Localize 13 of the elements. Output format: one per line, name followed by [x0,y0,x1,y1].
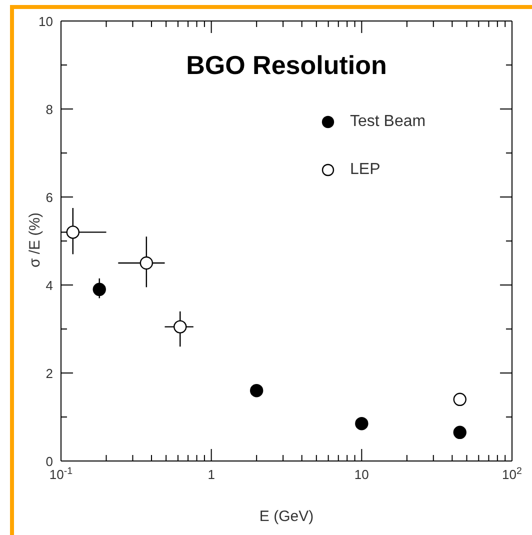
y-axis-title: σ /E (%) [26,212,44,268]
text: BGO Resolution [185,50,388,81]
x-tick-label: 1 [208,467,215,482]
y-tick-label: 8 [46,102,53,117]
y-tick-label: 10 [38,14,53,29]
x-tick-label: 10 [354,467,369,482]
legend-label: Test Beam [350,113,426,131]
y-tick-label: 4 [46,278,53,293]
x-tick-label: 10$^{2}$ [502,466,522,482]
legend-label: LEP [350,161,380,179]
x-axis-title: E (GeV) [258,508,315,525]
y-tick-label: 6 [46,190,53,205]
y-tick-label: 2 [46,366,53,381]
